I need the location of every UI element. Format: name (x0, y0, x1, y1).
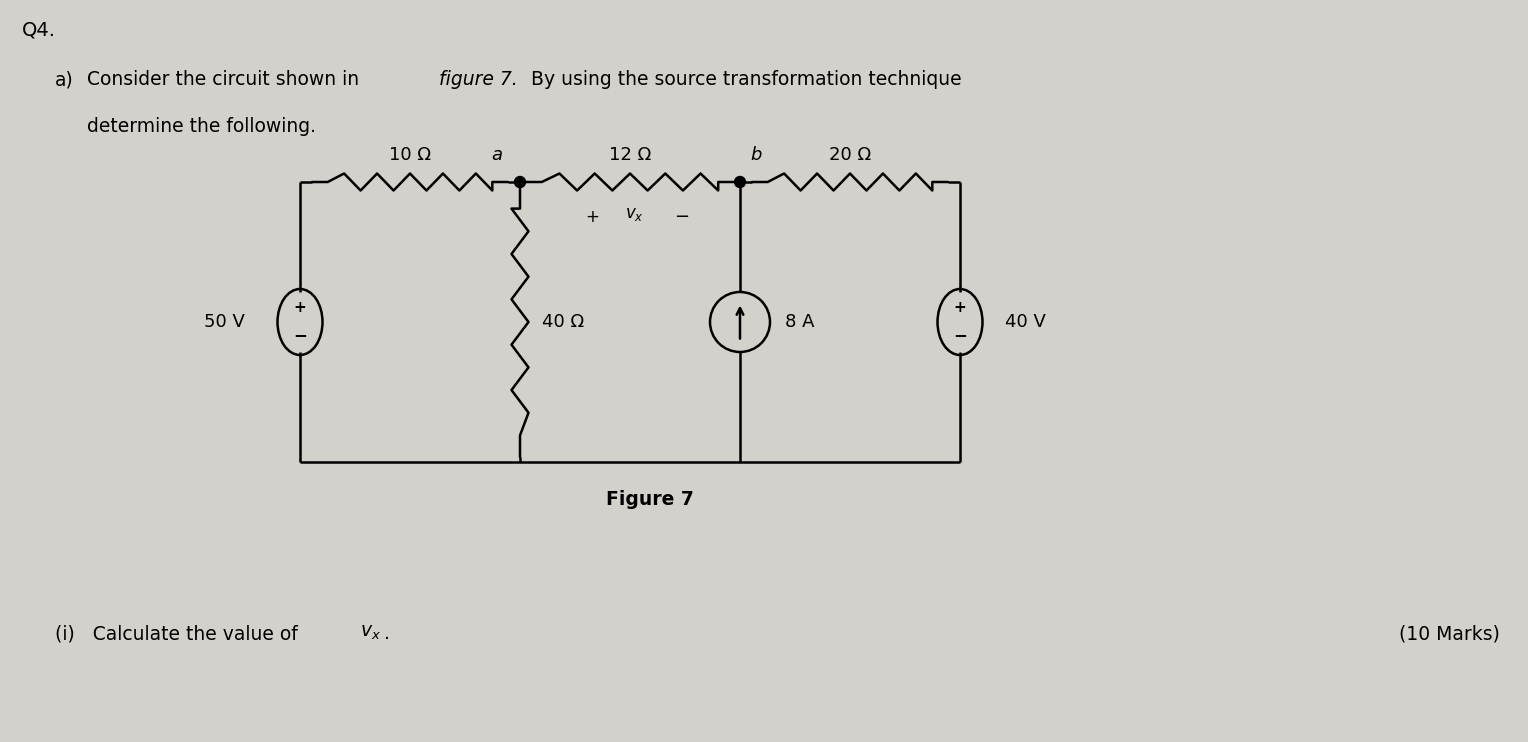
Text: .: . (384, 624, 390, 643)
Text: 12 Ω: 12 Ω (608, 146, 651, 164)
Text: +: + (953, 300, 966, 315)
Text: 40 V: 40 V (1005, 313, 1045, 331)
Text: 50 V: 50 V (205, 313, 244, 331)
Text: b: b (750, 146, 761, 164)
Text: figure 7.: figure 7. (439, 70, 518, 89)
Text: 40 Ω: 40 Ω (542, 313, 584, 331)
Text: a: a (490, 146, 503, 164)
Text: 20 Ω: 20 Ω (828, 146, 871, 164)
Text: determine the following.: determine the following. (87, 117, 316, 136)
Text: $v_x$: $v_x$ (625, 206, 643, 223)
Text: −: − (953, 326, 967, 344)
Text: Figure 7: Figure 7 (607, 490, 694, 509)
Text: By using the source transformation technique: By using the source transformation techn… (532, 70, 961, 89)
Text: −: − (674, 208, 689, 226)
Text: (10 Marks): (10 Marks) (1400, 624, 1500, 643)
Text: Consider the circuit shown in: Consider the circuit shown in (87, 70, 365, 89)
Text: 8 A: 8 A (785, 313, 814, 331)
Text: $v_x$: $v_x$ (361, 624, 380, 643)
Text: +: + (585, 208, 599, 226)
Text: a): a) (55, 70, 73, 89)
Circle shape (735, 177, 746, 188)
Text: −: − (293, 326, 307, 344)
Text: Q4.: Q4. (21, 20, 57, 39)
Circle shape (515, 177, 526, 188)
Text: +: + (293, 300, 307, 315)
Text: (i)   Calculate the value of: (i) Calculate the value of (55, 624, 304, 643)
Text: 10 Ω: 10 Ω (390, 146, 431, 164)
